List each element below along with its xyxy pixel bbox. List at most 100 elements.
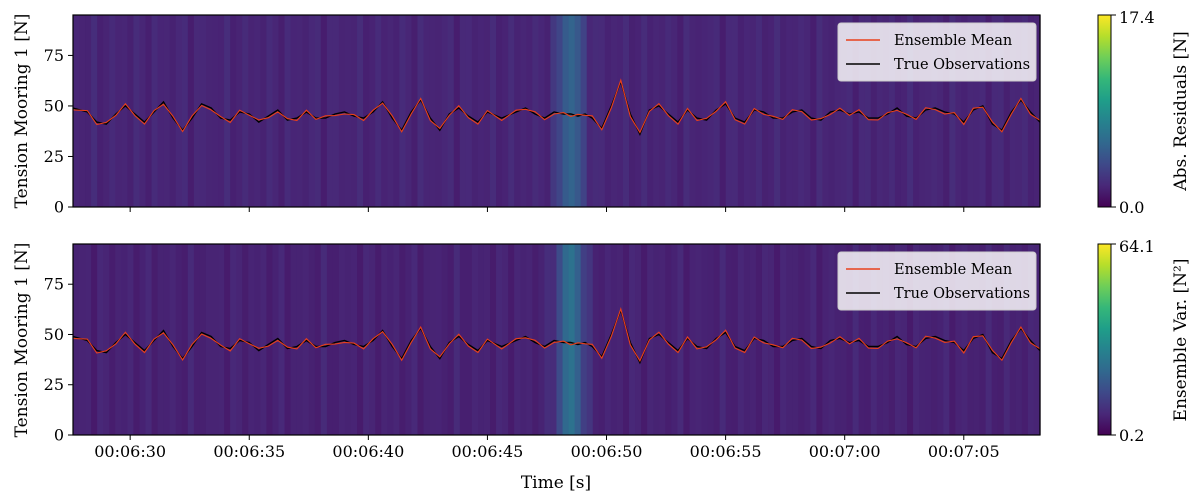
heatmap-cell [635,15,642,207]
heatmap-cell [230,244,237,435]
heatmap-cell [145,15,153,207]
heatmap-cell [931,15,938,207]
heatmap-cell [731,15,739,207]
heatmap-cell [629,15,636,207]
heatmap-cell [822,15,830,207]
heatmap-cell [858,15,866,207]
heatmap-cell [556,244,564,435]
heatmap-cell [610,244,618,435]
heatmap-cell [435,244,443,435]
heatmap-cell [1021,244,1029,435]
colorbar-max-label-bottom: 64.1 [1119,237,1155,256]
heatmap-cell [254,244,261,435]
colorbar-min-label-top: 0.0 [1119,198,1144,217]
heatmap-cell [326,15,334,207]
heatmap-cell [520,15,527,207]
heatmap-cell [653,244,660,435]
heatmap-cell [242,15,249,207]
heatmap-cell [743,244,751,435]
heatmap-cell [925,244,932,435]
heatmap-cell [761,244,769,435]
y-tick-label: 25 [44,375,64,394]
heatmap-cell [471,15,479,207]
heatmap-cell [870,15,878,207]
heatmap-cell [943,244,950,435]
heatmap-cell [344,15,352,207]
heatmap-cell [864,244,872,435]
heatmap-cell [635,244,642,435]
heatmap-cell [465,15,473,207]
heatmap-cell [97,15,104,207]
heatmap-cell [399,15,406,207]
y-tick-label: 50 [44,96,64,115]
heatmap-cell [913,15,920,207]
heatmap-cell [961,244,969,435]
colorbar-min-label-bottom: 0.2 [1119,426,1144,445]
heatmap-cell [187,244,195,435]
heatmap-cell [520,244,527,435]
heatmap-cell [556,15,564,207]
heatmap-cell [550,15,558,207]
heatmap-cell [949,15,956,207]
y-tick-label: 75 [44,46,64,65]
heatmap-cell [284,15,292,207]
heatmap-cell [266,244,274,435]
heatmap-cell [441,244,449,435]
heatmap-cell [199,244,207,435]
heatmap-cell [314,15,322,207]
heatmap-cell [411,244,419,435]
grid-top: 0 25 50 75 [44,46,965,217]
heatmap-cell [363,15,370,207]
heatmap-cell [254,15,261,207]
heatmap-cell [187,15,195,207]
heatmap-cell [985,244,993,435]
legend-label-truth-top: True Observations [894,57,1030,73]
heatmap-cell [629,244,636,435]
heatmap-cell [435,15,443,207]
heatmap-cell [677,244,685,435]
y-axis-label-top: Tension Mooring 1 [N] [12,14,32,209]
heatmap-cell [780,244,787,435]
heatmap-cell [381,15,388,207]
heatmap-cell [907,15,914,207]
heatmap-cell [91,244,98,435]
heatmap-cell [846,15,854,207]
heatmap-cell [622,15,630,207]
heatmap-cell [979,15,987,207]
heatmap-cell [943,15,950,207]
heatmap-cell [502,244,509,435]
legend-label-mean-bottom: Ensemble Mean [894,262,1012,278]
heatmap-cell [465,244,473,435]
heatmap-cell [991,244,999,435]
heatmap-cell [544,15,552,207]
heatmap-cell [169,244,177,435]
heatmap-cell [260,244,267,435]
heatmap-cell [598,15,606,207]
heatmap-cell [532,244,539,435]
heatmap-cell [1003,244,1011,435]
heatmap-cell [429,15,437,207]
heatmap-cell [580,244,588,435]
heatmap-cell [592,15,600,207]
x-tick-label: 00:06:35 [213,442,285,461]
heatmap-cell [737,15,745,207]
legend-label-truth-bottom: True Observations [894,286,1030,302]
heatmap-cell [743,15,751,207]
heatmap-cell [1027,244,1035,435]
heatmap-cell [544,244,552,435]
colorbar-max-label-top: 17.4 [1119,8,1155,27]
heatmap-cell [810,15,817,207]
heatmap-cell [786,244,793,435]
heatmap-cell [109,244,116,435]
heatmap-cell [163,15,171,207]
heatmap-cell [496,244,503,435]
heatmap-cell [955,15,963,207]
heatmap-cell [659,244,666,435]
x-axis-label: Time [s] [521,473,591,493]
heatmap-cell [804,244,811,435]
heatmap-cell [925,15,932,207]
heatmap-cell [876,244,884,435]
heatmap-cell [876,15,884,207]
heatmap-cell [616,244,624,435]
heatmap-cell [882,15,890,207]
